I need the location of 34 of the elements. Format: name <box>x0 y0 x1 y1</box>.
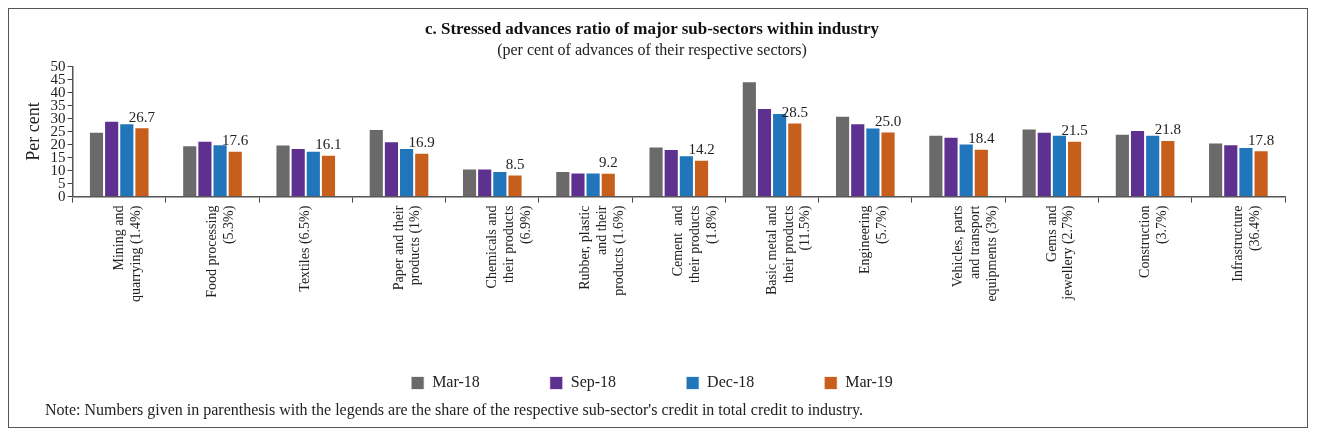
data-label: 9.2 <box>598 154 618 171</box>
x-tick-label: Mining and quarrying (1.4%) <box>110 205 144 303</box>
x-tick-label: Textiles (6.5%) <box>297 205 314 292</box>
x-tick-label: Chemicals and their products (6.9%) <box>483 205 534 289</box>
x-tick-label: Rubber, plastic and their products (1.6%) <box>577 205 627 296</box>
x-tick-label: Gems and jewellery (2.7%) <box>1043 205 1077 301</box>
x-tick-label: Basic metal and their products (11.5%) <box>763 205 814 296</box>
x-tick-label: Cement and their products (1.8%) <box>670 205 721 283</box>
data-label: 17.8 <box>1247 131 1275 148</box>
x-tick-label: Vehicles, parts and transport equipments (3%) <box>950 205 1000 302</box>
text: Note: Numbers given in parenthesis with the legends are the share of the respective sub-sector's credit in total credit to industry. <box>44 401 865 421</box>
y-axis-title: Per cent <box>22 102 43 161</box>
data-label: 16.9 <box>408 134 435 151</box>
data-label: 17.6 <box>222 132 249 149</box>
x-tick-label: Food processing (5.3%) <box>204 205 237 298</box>
legend-label: Sep-18 <box>570 373 617 392</box>
data-label: 21.5 <box>1061 122 1088 139</box>
x-tick-label: Construction (3.7%) <box>1136 205 1170 278</box>
chart-subtitle: (per cent of advances of their respective sectors) <box>497 41 807 60</box>
data-label: 16.1 <box>315 136 342 153</box>
x-tick-label: Engineering (5.7%) <box>856 205 890 275</box>
data-label: 21.8 <box>1154 121 1181 138</box>
x-tick-label: Paper and their products (1%) <box>390 205 424 291</box>
data-label: 28.5 <box>781 103 808 120</box>
data-label: 25.0 <box>874 113 902 130</box>
x-tick-label: Infrastructure (36.4%) <box>1230 205 1263 282</box>
data-label: 18.4 <box>968 130 995 147</box>
legend-label: Dec-18 <box>707 373 755 391</box>
data-label: 8.5 <box>505 155 525 172</box>
legend-label: Mar-19 <box>845 373 893 391</box>
data-label: 14.2 <box>688 141 715 158</box>
chart-title: c. Stressed advances ratio of major sub-sectors within industry <box>424 18 880 38</box>
legend-label: Mar-18 <box>432 373 480 391</box>
data-label: 26.7 <box>128 108 156 125</box>
